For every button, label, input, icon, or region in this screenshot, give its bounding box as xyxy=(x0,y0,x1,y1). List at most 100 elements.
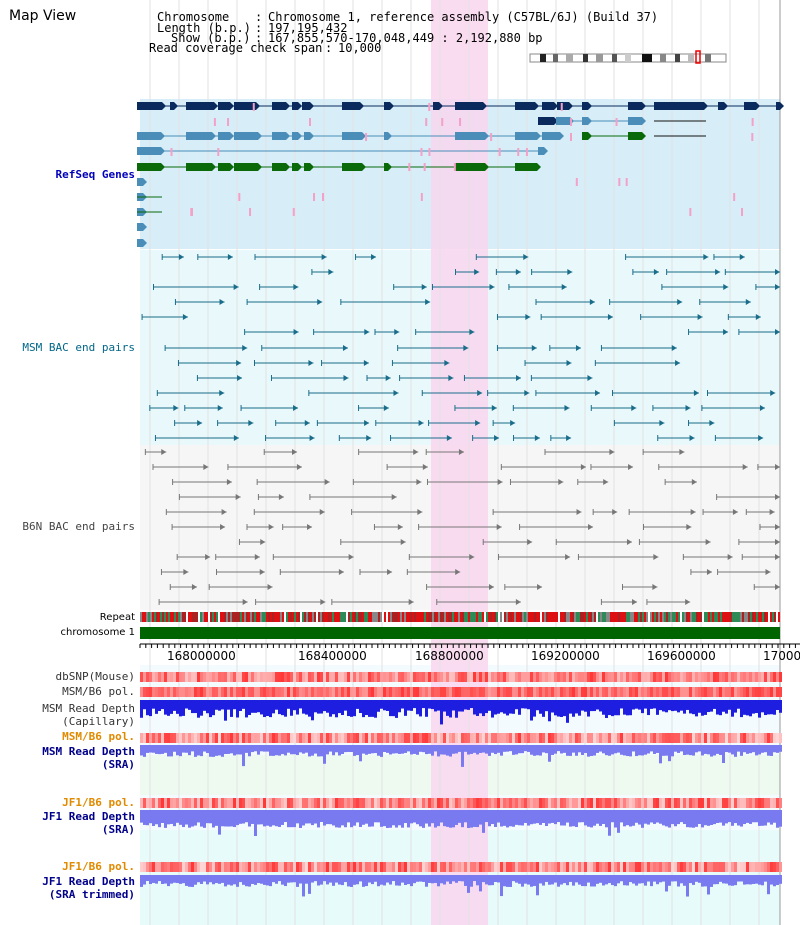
pol-heat xyxy=(200,733,203,743)
pol-heat xyxy=(188,687,191,697)
track-label-dbsnp[interactable]: dbSNP(Mouse) xyxy=(55,670,135,683)
depth-bar xyxy=(638,810,641,825)
pol-heat xyxy=(638,862,641,872)
depth-bar xyxy=(584,745,587,754)
depth-bar xyxy=(320,875,323,885)
depth-bar xyxy=(248,700,251,715)
pol-heat xyxy=(359,798,362,808)
pol-heat xyxy=(407,672,410,682)
pol-heat xyxy=(596,733,599,743)
pol-heat xyxy=(569,672,572,682)
length-sep: : xyxy=(255,21,263,35)
depth-bar xyxy=(323,700,326,712)
ideogram-band xyxy=(660,54,666,62)
depth-bar xyxy=(488,810,491,827)
pol-heat xyxy=(509,687,512,697)
depth-bar xyxy=(416,810,419,825)
pol-heat xyxy=(263,687,266,697)
pol-heat xyxy=(320,733,323,743)
track-label-msm-b6-pol-2[interactable]: MSM/B6 pol. xyxy=(62,730,135,743)
depth-bar xyxy=(344,700,347,711)
pol-heat xyxy=(176,862,179,872)
track-label-jf1-depth-sra-1[interactable]: JF1 Read Depth xyxy=(42,810,135,823)
repeat-mark xyxy=(576,612,578,622)
repeat-mark xyxy=(736,612,738,622)
pol-heat xyxy=(719,862,722,872)
depth-bar xyxy=(590,810,593,828)
repeat-mark xyxy=(304,612,306,622)
pol-heat xyxy=(260,733,263,743)
gene-exon xyxy=(628,132,642,140)
pol-heat xyxy=(257,733,260,743)
pol-heat xyxy=(773,733,776,743)
pol-heat xyxy=(308,672,311,682)
depth-bar xyxy=(332,700,335,715)
depth-bar xyxy=(557,745,560,752)
pol-heat xyxy=(602,862,605,872)
pol-heat xyxy=(332,687,335,697)
gene-exon xyxy=(137,223,143,231)
gene-arrow xyxy=(560,132,564,140)
track-label-jf1-depth-trim-1[interactable]: JF1 Read Depth xyxy=(42,875,135,888)
repeat-mark xyxy=(646,612,648,622)
track-label-jf1-b6-pol[interactable]: JF1/B6 pol. xyxy=(62,796,135,809)
pol-heat xyxy=(695,798,698,808)
pol-heat xyxy=(641,672,644,682)
pol-heat xyxy=(347,687,350,697)
pol-heat xyxy=(566,733,569,743)
pol-heat xyxy=(593,733,596,743)
repeat-mark xyxy=(726,612,728,622)
pol-heat xyxy=(143,733,146,743)
depth-bar xyxy=(338,745,341,756)
pol-heat xyxy=(755,862,758,872)
depth-bar xyxy=(437,700,440,711)
pol-heat xyxy=(353,687,356,697)
depth-bar xyxy=(554,745,557,754)
track-label-msm-depth-sra-1[interactable]: MSM Read Depth xyxy=(42,745,135,758)
pol-heat xyxy=(185,733,188,743)
pol-heat xyxy=(506,798,509,808)
pol-heat xyxy=(704,862,707,872)
track-label-msm-depth-cap-1[interactable]: MSM Read Depth xyxy=(42,702,135,715)
repeat-mark xyxy=(546,612,548,622)
pol-heat xyxy=(425,798,428,808)
track-label-chromosome[interactable]: chromosome 1 xyxy=(60,627,135,638)
track-label-msm-b6-pol[interactable]: MSM/B6 pol. xyxy=(62,685,135,698)
refseq-mark xyxy=(227,118,230,126)
depth-bar xyxy=(290,745,293,755)
repeat-mark xyxy=(684,612,686,622)
depth-bar xyxy=(518,700,521,715)
gene-arrow xyxy=(161,147,165,155)
depth-bar xyxy=(323,810,326,826)
pol-heat xyxy=(326,672,329,682)
depth-bar xyxy=(578,875,581,885)
pol-heat xyxy=(239,862,242,872)
repeat-mark xyxy=(762,612,764,622)
gene-exon xyxy=(234,163,258,171)
depth-bar xyxy=(242,745,245,767)
pol-heat xyxy=(275,672,278,682)
pol-heat xyxy=(398,733,401,743)
repeat-mark xyxy=(360,612,362,622)
repeat-mark xyxy=(288,612,290,622)
pol-heat xyxy=(401,672,404,682)
track-label-repeat[interactable]: Repeat xyxy=(99,612,135,623)
track-label-b6n-bac[interactable]: B6N BAC end pairs xyxy=(22,520,135,533)
depth-bar xyxy=(620,700,623,709)
track-label-msm-bac[interactable]: MSM BAC end pairs xyxy=(22,341,135,354)
pol-heat xyxy=(728,733,731,743)
repeat-mark xyxy=(158,612,160,622)
pol-heat xyxy=(191,733,194,743)
track-label-jf1-b6-pol-2[interactable]: JF1/B6 pol. xyxy=(62,860,135,873)
pol-heat xyxy=(377,687,380,697)
pol-heat xyxy=(599,798,602,808)
pol-heat xyxy=(341,862,344,872)
track-label-refseq[interactable]: RefSeq Genes xyxy=(55,168,135,181)
gene-arrow xyxy=(724,102,728,110)
gene-exon xyxy=(556,117,570,125)
repeat-mark xyxy=(346,612,348,622)
pol-heat xyxy=(350,672,353,682)
depth-bar xyxy=(434,745,437,752)
